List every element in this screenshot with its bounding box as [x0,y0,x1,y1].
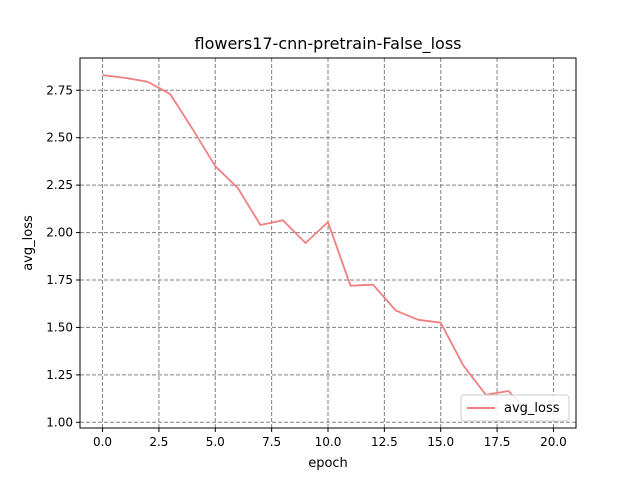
y-tick-label: 2.50 [46,131,73,145]
legend-label: avg_loss [504,401,560,416]
grid [80,58,576,428]
series-lines [102,74,532,416]
y-tick-label: 2.00 [46,226,73,240]
x-tick-label: 0.0 [93,435,112,449]
y-tick-label: 2.75 [46,83,73,97]
legend-box [460,394,570,422]
x-tick-label: 12.5 [371,435,398,449]
series-line-avg-loss [102,74,532,416]
x-ticks: 0.0 2.5 5.0 7.5 10.0 12.5 15.0 17.5 20.0 [93,428,567,449]
x-tick-label: 20.0 [540,435,567,449]
y-ticks: 1.00 1.25 1.50 1.75 2.00 2.25 2.50 2.75 [46,83,80,429]
legend: avg_loss [460,394,570,422]
y-axis-label: avg_loss [21,215,36,271]
y-tick-label: 1.25 [46,368,73,382]
y-tick-label: 2.25 [46,178,73,192]
x-tick-label: 7.5 [262,435,281,449]
x-tick-label: 2.5 [149,435,168,449]
y-tick-label: 1.00 [46,415,73,429]
y-tick-label: 1.75 [46,273,73,287]
x-tick-label: 17.5 [484,435,511,449]
x-axis-label: epoch [308,456,348,471]
x-tick-label: 10.0 [315,435,342,449]
x-tick-label: 15.0 [427,435,454,449]
y-tick-label: 1.50 [46,320,73,334]
chart-title: flowers17-cnn-pretrain-False_loss [194,34,461,54]
x-tick-label: 5.0 [206,435,225,449]
